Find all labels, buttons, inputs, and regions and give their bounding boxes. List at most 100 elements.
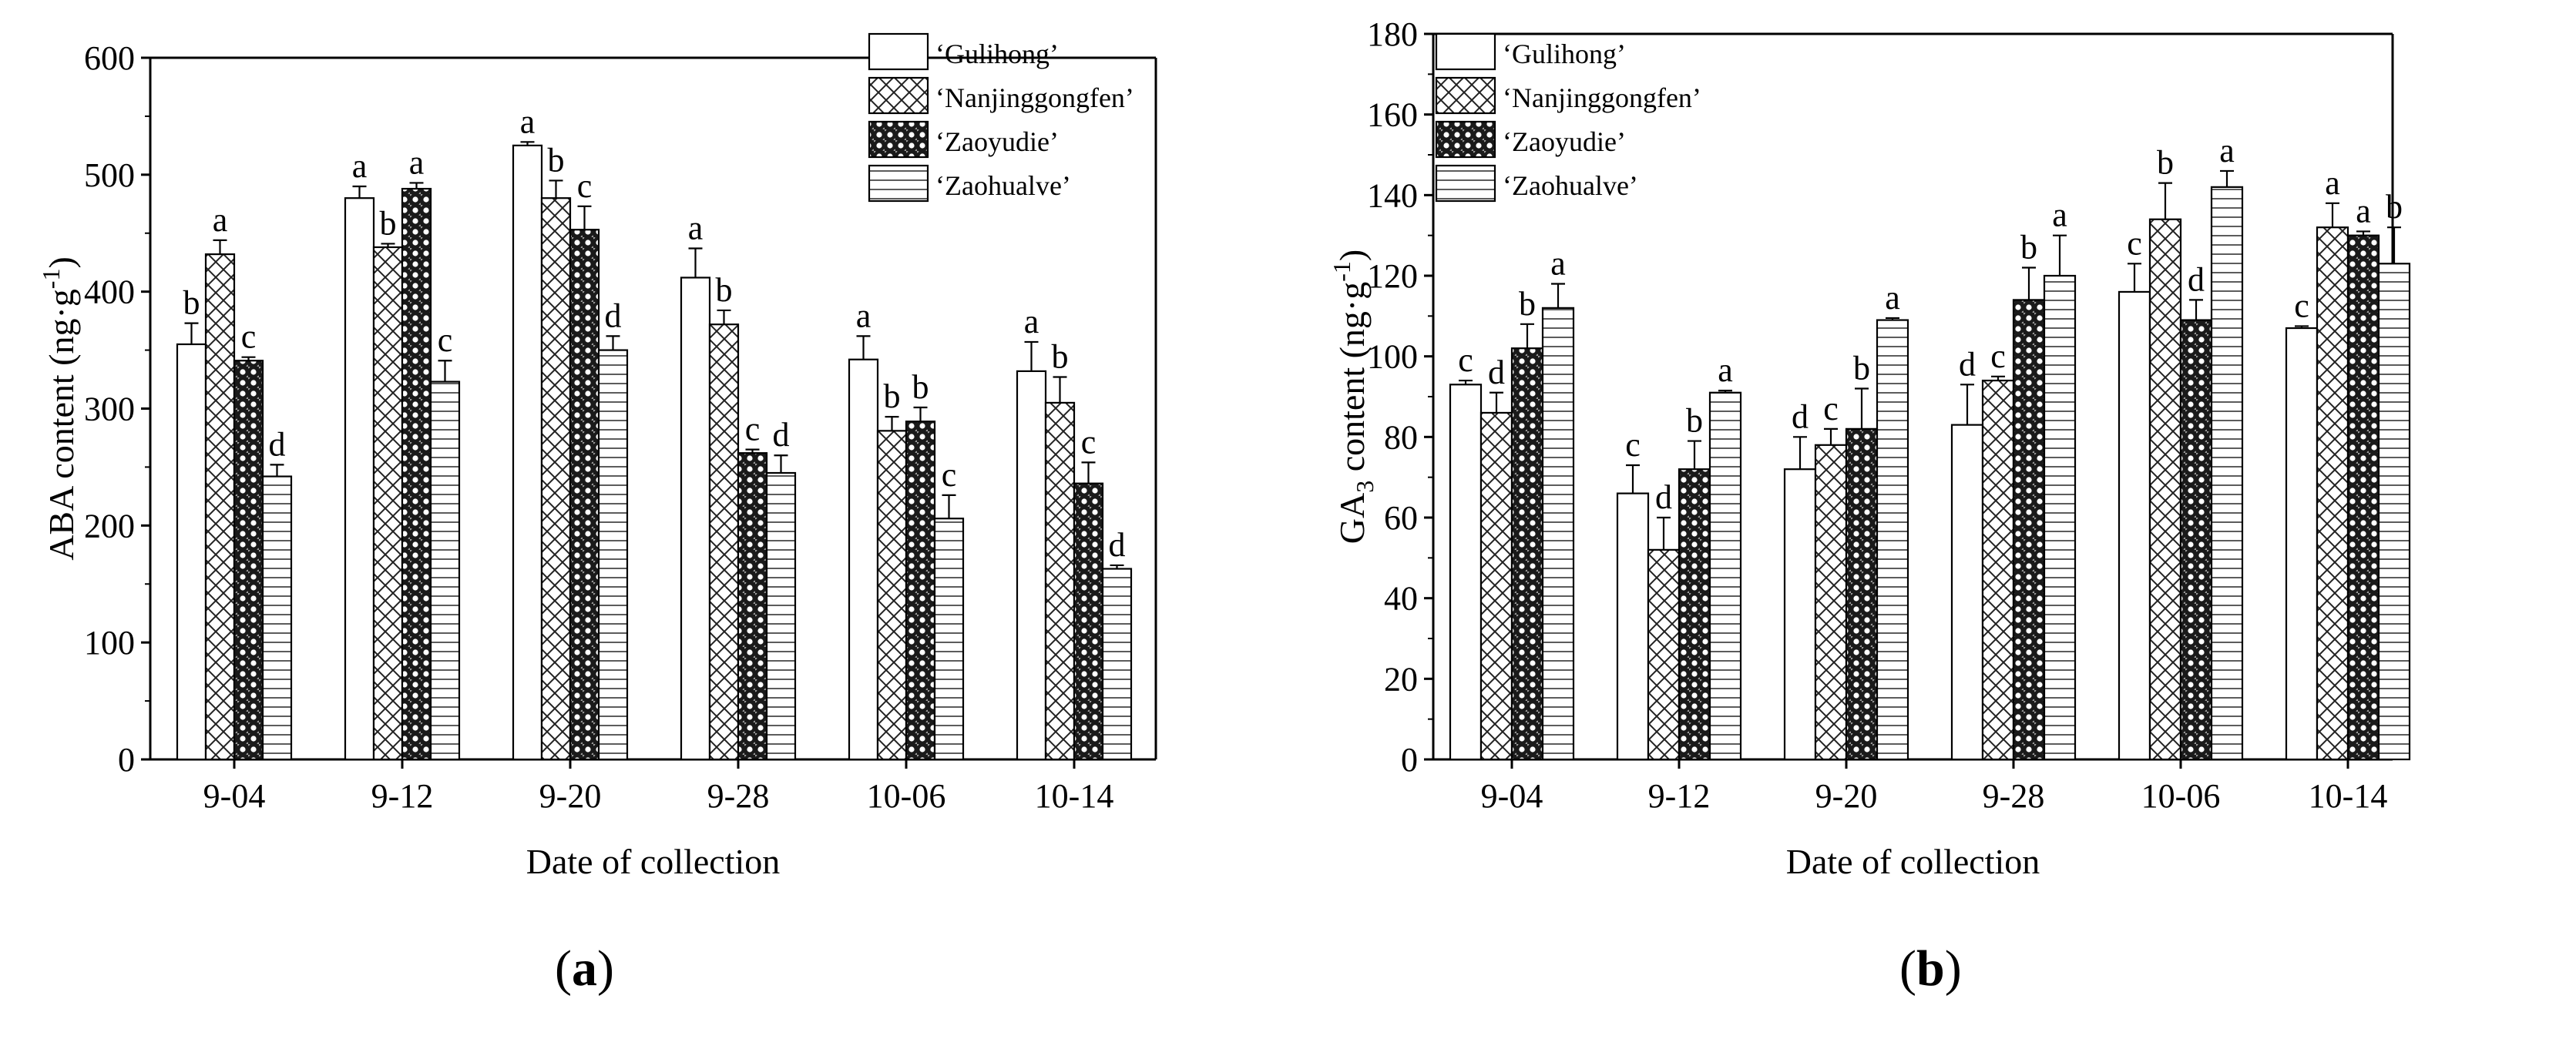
y-tick-label: 160: [1367, 96, 1418, 134]
panel-a-letter: a: [571, 940, 597, 997]
significance-letter: a: [352, 147, 368, 185]
legend-swatch: [868, 120, 929, 159]
significance-letter: c: [2294, 287, 2309, 324]
y-tick-label: 40: [1384, 580, 1418, 618]
legend-label: ‘Gulihong’: [1503, 39, 1626, 69]
bar: [1647, 548, 1681, 761]
significance-letter: a: [2356, 192, 2371, 230]
panel-a: 0 100 200 300 400 500 600 ABA content (ng·g-1) D…: [0, 0, 1279, 1035]
significance-letter: d: [773, 416, 790, 454]
significance-letter: c: [1823, 390, 1839, 427]
bar: [1814, 444, 1848, 761]
panel-b-letter: b: [1916, 940, 1945, 997]
bar: [708, 323, 740, 761]
significance-letter: b: [548, 141, 565, 179]
significance-letter: a: [1024, 303, 1039, 340]
legend-label: ‘Nanjinggongfen’: [1503, 82, 1701, 113]
significance-letter: c: [745, 411, 761, 448]
legend-swatch: [1435, 76, 1496, 115]
bar: [1845, 427, 1879, 761]
significance-letter: d: [1959, 345, 1976, 383]
bar: [905, 421, 936, 761]
significance-letter: c: [241, 318, 257, 356]
bar: [401, 187, 432, 761]
x-tick-label: 9-20: [1815, 777, 1878, 815]
y-tick-label: 0: [118, 741, 135, 779]
significance-letter: d: [1109, 526, 1126, 564]
bar: [1981, 379, 2015, 761]
bar: [1073, 482, 1104, 761]
bar: [344, 197, 375, 761]
bar: [2118, 290, 2151, 761]
legend-swatch: [1435, 32, 1496, 71]
bar: [597, 349, 629, 761]
legend-label: ‘Zaoyudie’: [935, 126, 1059, 157]
significance-letter: d: [1655, 478, 1672, 516]
significance-letter: c: [1081, 423, 1097, 461]
significance-letter: b: [1686, 402, 1703, 440]
significance-letter: d: [605, 297, 622, 334]
significance-letter: d: [1488, 354, 1505, 391]
bar: [2179, 319, 2213, 761]
bar: [176, 343, 207, 761]
y-tick-label: 100: [1367, 338, 1418, 376]
significance-letter: b: [183, 284, 200, 322]
panel-b-label: (b): [1899, 940, 1962, 997]
significance-letter: b: [2157, 144, 2174, 182]
y-tick-label: 0: [1401, 741, 1418, 779]
significance-letter: b: [716, 271, 733, 309]
legend-label: ‘Zaohualve’: [1503, 170, 1638, 201]
bar: [2316, 226, 2349, 761]
bar: [1101, 568, 1133, 761]
bar: [1783, 468, 1817, 761]
bar: [512, 144, 543, 761]
significance-letter: a: [213, 201, 228, 239]
bar: [1510, 347, 1544, 761]
significance-letter: a: [409, 143, 425, 181]
significance-letter: c: [577, 167, 593, 205]
y-tick-label: 180: [1367, 15, 1418, 53]
x-tick-label: 9-20: [539, 777, 602, 815]
bar: [2377, 263, 2411, 761]
y-tick-label: 140: [1367, 176, 1418, 214]
bar: [429, 380, 461, 761]
x-tick-label: 9-28: [707, 777, 770, 815]
x-tick-label: 10-14: [2309, 777, 2388, 815]
legend-swatch: [868, 76, 929, 115]
legend-swatch: [1435, 164, 1496, 203]
significance-letter: c: [1990, 337, 2006, 375]
bar: [2210, 186, 2244, 761]
significance-letter: d: [2188, 260, 2205, 298]
bar: [737, 452, 768, 761]
significance-letter: c: [1625, 426, 1641, 464]
y-tick-label: 600: [84, 39, 135, 77]
significance-letter: a: [520, 102, 536, 140]
significance-letter: b: [380, 204, 397, 242]
legend: ‘Gulihong’ ‘Nanjinggongfen’ ‘Zaoyudie’ ‘Zao…: [1435, 32, 1701, 203]
aba-chart: 0 100 200 300 400 500 600 ABA content (ng·g-1) D…: [37, 32, 1157, 881]
bar: [2012, 299, 2046, 761]
significance-letter: a: [688, 209, 704, 246]
significance-letter: a: [1885, 279, 1900, 317]
bar: [540, 197, 572, 761]
x-tick-label: 10-06: [867, 777, 946, 815]
significance-letter: a: [2325, 164, 2340, 202]
bar: [680, 277, 711, 761]
significance-letter: a: [2219, 132, 2235, 169]
significance-letter: a: [1718, 351, 1733, 389]
bar: [2285, 327, 2319, 761]
ga3-chart: 0 20 40 60 80 100 120 140 160 180 GA3 content (ng·…: [1328, 15, 2411, 881]
significance-letter: b: [2386, 188, 2403, 226]
legend-label: ‘Zaoyudie’: [1503, 126, 1626, 157]
y-tick-label: 500: [84, 156, 135, 194]
y-axis-title: ABA content (ng·g-1): [37, 256, 81, 561]
significance-letter: b: [2020, 229, 2037, 266]
significance-letter: b: [912, 368, 929, 406]
bar: [1016, 370, 1047, 761]
bar: [848, 358, 879, 761]
bar: [1876, 319, 1909, 761]
bar: [261, 475, 293, 761]
x-tick-label: 10-06: [2141, 777, 2221, 815]
y-tick-label: 400: [84, 273, 135, 311]
x-tick-label: 10-14: [1035, 777, 1114, 815]
